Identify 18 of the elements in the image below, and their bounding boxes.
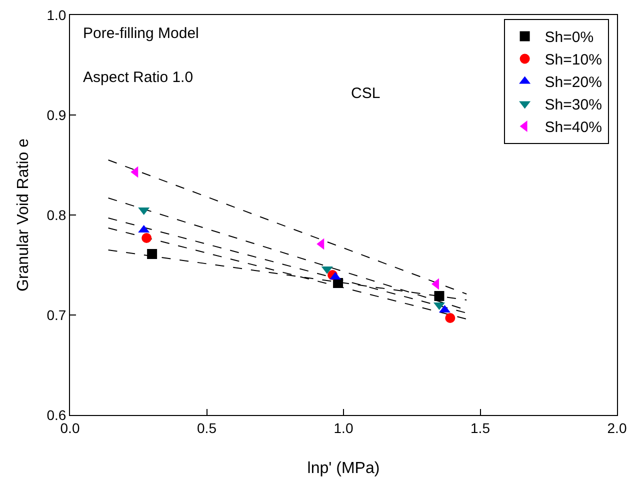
annotation: CSL [351, 85, 380, 102]
legend-label: Sh=20% [544, 74, 602, 92]
x-axis-title: lnp' (MPa) [307, 460, 380, 477]
legend-label: Sh=40% [544, 119, 602, 136]
x-tick-label: 2.0 [607, 420, 627, 436]
legend-label: Sh=10% [544, 52, 602, 69]
y-tick-label: 0.9 [46, 106, 66, 123]
legend-label: Sh=30% [544, 96, 602, 114]
annotation: Pore-filling Model [83, 25, 199, 42]
y-tick-label: 0.7 [46, 306, 66, 323]
annotation: Aspect Ratio 1.0 [83, 69, 194, 86]
y-axis-title: Granular Void Ratio e [15, 138, 32, 292]
legend-label: Sh=0% [544, 29, 594, 46]
x-tick-label: 1.5 [470, 420, 490, 436]
y-tick-label: 0.8 [46, 206, 66, 223]
x-tick-label: 1.0 [334, 420, 354, 436]
x-tick-label: 0.5 [197, 420, 217, 436]
y-tick-label: 1.0 [46, 6, 66, 23]
